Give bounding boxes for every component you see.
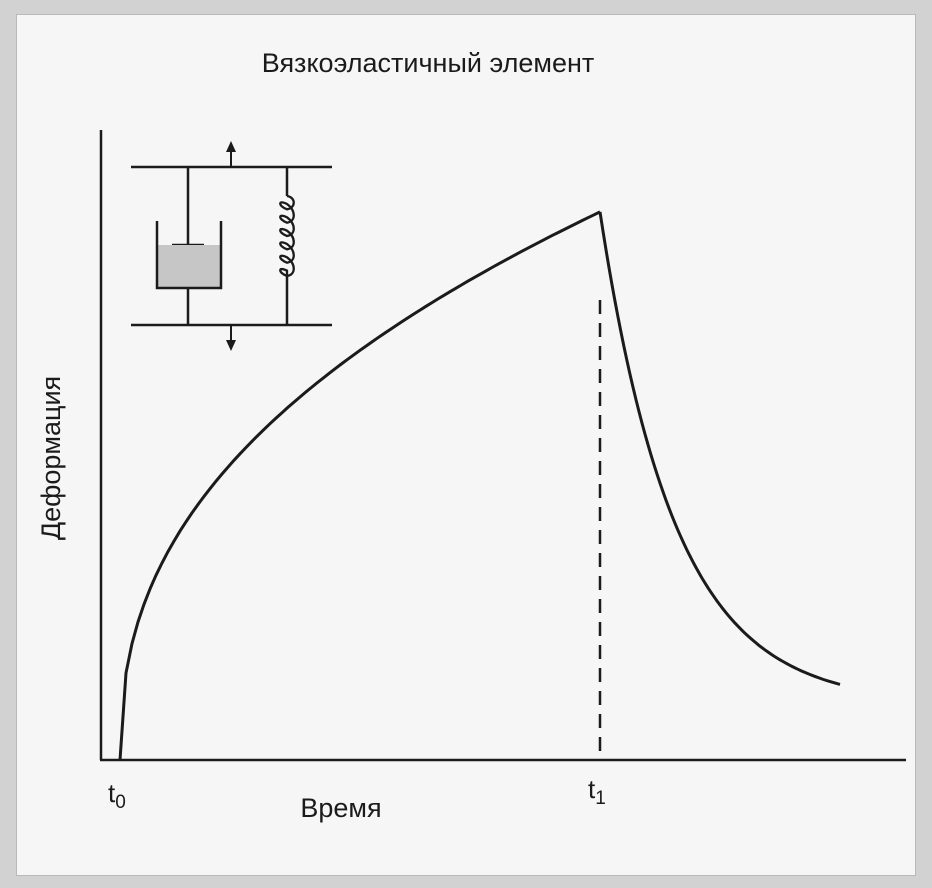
y-axis-label: Деформация: [36, 376, 66, 540]
chart-frame: [16, 14, 916, 876]
inset-model-diagram: [131, 141, 332, 351]
loading-curve: [118, 210, 601, 761]
x-axis-label: Время: [300, 793, 381, 823]
arrow-down-icon: [226, 325, 236, 351]
tick-t0-sub: 0: [115, 792, 126, 813]
tick-label-t1: t1: [588, 774, 606, 809]
dashpot-icon: [155, 167, 223, 325]
recovery-curve: [598, 211, 841, 686]
spring-icon: [279, 167, 295, 325]
chart-title: Вязкоэластичный элемент: [262, 48, 595, 78]
tick-t0-base: t: [108, 778, 116, 808]
tick-t1-sub: 1: [595, 788, 606, 809]
arrow-up-icon: [226, 141, 236, 167]
tick-label-t0: t0: [108, 778, 126, 813]
tick-t1-base: t: [588, 774, 596, 804]
